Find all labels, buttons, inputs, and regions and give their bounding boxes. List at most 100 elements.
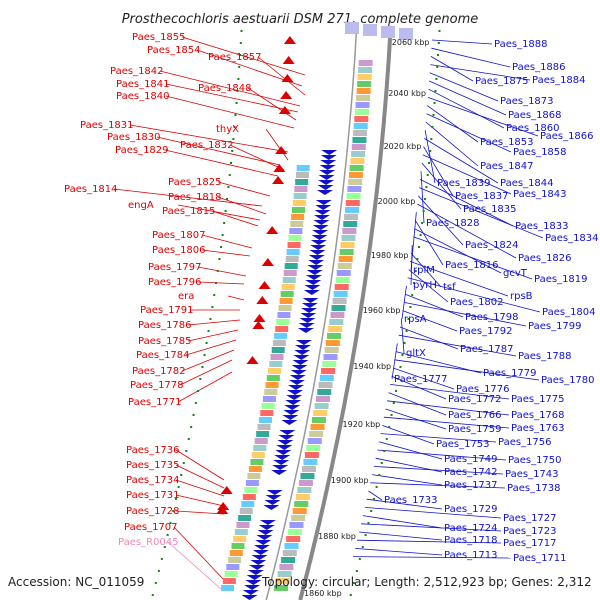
gene-label-reverse[interactable]: Paes_1724 xyxy=(444,523,498,534)
gene-label-reverse[interactable]: Paes_1816 xyxy=(445,260,499,271)
gene-label-reverse[interactable]: Paes_1766 xyxy=(448,410,502,421)
gene-label-reverse[interactable]: Paes_1743 xyxy=(505,469,559,480)
gene-label-reverse[interactable]: Paes_1828 xyxy=(426,218,480,229)
gene-label-forward[interactable]: Paes_1841 xyxy=(116,79,170,90)
gene-label-forward[interactable]: Paes_1807 xyxy=(152,230,206,241)
gene-label-reverse[interactable]: Paes_1775 xyxy=(511,394,565,405)
gene-label-reverse[interactable]: Paes_1875 xyxy=(475,76,529,87)
gene-label-reverse[interactable]: Paes_1858 xyxy=(513,147,567,158)
gene-label-reverse[interactable]: Paes_1866 xyxy=(540,131,594,142)
gene-label-forward[interactable]: Paes_1855 xyxy=(132,32,186,43)
gene-label-reverse[interactable]: Paes_1868 xyxy=(508,110,562,121)
gene-label-reverse[interactable]: Paes_1802 xyxy=(450,297,504,308)
gene-label-reverse[interactable]: Paes_1737 xyxy=(444,480,498,491)
gene-label-forward[interactable]: Paes_1784 xyxy=(136,350,190,361)
gene-label-forward[interactable]: Paes_1786 xyxy=(138,320,192,331)
gene-label-reverse[interactable]: rpsB xyxy=(510,291,533,302)
gene-label-reverse[interactable]: Paes_1768 xyxy=(511,410,565,421)
gene-label-reverse[interactable]: Paes_1826 xyxy=(518,253,572,264)
gene-label-forward[interactable]: thyX xyxy=(216,124,239,135)
gene-label-reverse[interactable]: Paes_1888 xyxy=(494,39,548,50)
gene-label-reverse[interactable]: Paes_1792 xyxy=(459,326,513,337)
gene-label-reverse[interactable]: Paes_1853 xyxy=(480,137,534,148)
gene-label-reverse[interactable]: Paes_1779 xyxy=(483,368,537,379)
gene-label-reverse[interactable]: Paes_1798 xyxy=(465,312,519,323)
gene-label-reverse[interactable]: Paes_1729 xyxy=(444,504,498,515)
gene-label-forward[interactable]: Paes_1736 xyxy=(126,445,180,456)
gene-label-forward[interactable]: Paes_1735 xyxy=(126,460,180,471)
gene-label-reverse[interactable]: Paes_1834 xyxy=(545,233,599,244)
gene-label-forward[interactable]: Paes_1815 xyxy=(162,206,216,217)
gene-label-forward[interactable]: Paes_1814 xyxy=(64,184,118,195)
gene-label-forward[interactable]: Paes_1840 xyxy=(116,91,170,102)
gene-label-reverse[interactable]: Paes_1824 xyxy=(465,240,519,251)
gene-label-reverse[interactable]: Paes_1804 xyxy=(542,307,596,318)
gene-label-reverse[interactable]: Paes_1759 xyxy=(448,424,502,435)
gene-label-forward[interactable]: Paes_1806 xyxy=(152,245,206,256)
gene-label-reverse[interactable]: Paes_1777 xyxy=(394,374,448,385)
gene-label-reverse[interactable]: Paes_1733 xyxy=(384,495,438,506)
gene-label-reverse[interactable]: Paes_1799 xyxy=(528,321,582,332)
gene-label-reverse[interactable]: Paes_1756 xyxy=(498,437,552,448)
gene-label-reverse[interactable]: Paes_1844 xyxy=(500,178,554,189)
gene-label-reverse[interactable]: Paes_1833 xyxy=(515,221,569,232)
gene-label-reverse[interactable]: Paes_1839 xyxy=(437,178,491,189)
gene-label-forward[interactable]: Paes_R0045 xyxy=(118,537,178,548)
gene-label-reverse[interactable]: pyrH xyxy=(413,280,437,291)
gene-label-reverse[interactable]: Paes_1718 xyxy=(444,535,498,546)
gene-label-reverse[interactable]: rplM xyxy=(413,265,435,276)
gene-label-forward[interactable]: Paes_1734 xyxy=(126,475,180,486)
gene-label-reverse[interactable]: Paes_1772 xyxy=(448,394,502,405)
gene-label-forward[interactable]: Paes_1831 xyxy=(80,120,134,131)
gene-label-reverse[interactable]: Paes_1749 xyxy=(444,454,498,465)
gene-label-reverse[interactable]: Paes_1835 xyxy=(463,204,517,215)
gene-label-reverse[interactable]: gcvT xyxy=(503,268,528,279)
gene-label-forward[interactable]: Paes_1818 xyxy=(168,192,222,203)
gene-label-reverse[interactable]: Paes_1750 xyxy=(508,455,562,466)
gene-label-forward[interactable]: Paes_1707 xyxy=(124,522,178,533)
gene-label-reverse[interactable]: Paes_1884 xyxy=(532,75,586,86)
gene-label-forward[interactable]: Paes_1785 xyxy=(138,336,192,347)
gene-label-forward[interactable]: Paes_1848 xyxy=(198,83,252,94)
gene-label-forward[interactable]: Paes_1731 xyxy=(126,490,180,501)
gene-label-reverse[interactable]: Paes_1711 xyxy=(513,553,567,564)
gene-label-reverse[interactable]: Paes_1780 xyxy=(541,375,595,386)
gene-label-forward[interactable]: Paes_1778 xyxy=(130,380,184,391)
gene-label-forward[interactable]: Paes_1854 xyxy=(147,45,201,56)
gene-label-forward[interactable]: Paes_1791 xyxy=(140,305,194,316)
gene-label-reverse[interactable]: Paes_1776 xyxy=(456,384,510,395)
gene-label-reverse[interactable]: Paes_1742 xyxy=(444,467,498,478)
gene-label-forward[interactable]: Paes_1728 xyxy=(126,506,180,517)
gene-label-forward[interactable]: Paes_1830 xyxy=(107,132,161,143)
gene-label-forward[interactable]: Paes_1829 xyxy=(115,145,169,156)
gene-label-reverse[interactable]: Paes_1819 xyxy=(534,274,588,285)
gene-label-forward[interactable]: engA xyxy=(128,200,154,211)
gene-label-reverse[interactable]: Paes_1723 xyxy=(503,526,557,537)
gene-label-reverse[interactable]: Paes_1727 xyxy=(503,513,557,524)
gene-label-reverse[interactable]: gltX xyxy=(406,348,426,359)
gene-label-forward[interactable]: Paes_1782 xyxy=(132,366,186,377)
gene-label-forward[interactable]: Paes_1832 xyxy=(180,140,234,151)
gene-label-forward[interactable]: Paes_1842 xyxy=(110,66,164,77)
gene-label-reverse[interactable]: Paes_1847 xyxy=(480,161,534,172)
gene-label-reverse[interactable]: Paes_1713 xyxy=(444,550,498,561)
gene-label-forward[interactable]: Paes_1797 xyxy=(148,262,202,273)
gene-label-reverse[interactable]: Paes_1788 xyxy=(518,351,572,362)
gene-label-forward[interactable]: Paes_1825 xyxy=(168,177,222,188)
gene-label-reverse[interactable]: Paes_1837 xyxy=(455,191,509,202)
gene-label-reverse[interactable]: Paes_1843 xyxy=(513,189,567,200)
gene-label-reverse[interactable]: Paes_1753 xyxy=(436,439,490,450)
gene-label-reverse[interactable]: tsf xyxy=(443,282,456,293)
gene-label-forward[interactable]: Paes_1771 xyxy=(128,397,182,408)
gene-label-reverse[interactable]: Paes_1738 xyxy=(507,483,561,494)
gene-label-forward[interactable]: Paes_1857 xyxy=(208,52,262,63)
gene-label-reverse[interactable]: Paes_1717 xyxy=(503,538,557,549)
gene-label-reverse[interactable]: Paes_1886 xyxy=(512,62,566,73)
gene-label-reverse[interactable]: Paes_1763 xyxy=(511,423,565,434)
gene-label-reverse[interactable]: Paes_1860 xyxy=(506,123,560,134)
gene-label-reverse[interactable]: Paes_1873 xyxy=(500,96,554,107)
gene-label-reverse[interactable]: rpsA xyxy=(404,314,427,325)
gene-label-reverse[interactable]: Paes_1787 xyxy=(460,344,514,355)
gene-label-forward[interactable]: Paes_1796 xyxy=(148,277,202,288)
gene-label-forward[interactable]: era xyxy=(178,291,194,302)
